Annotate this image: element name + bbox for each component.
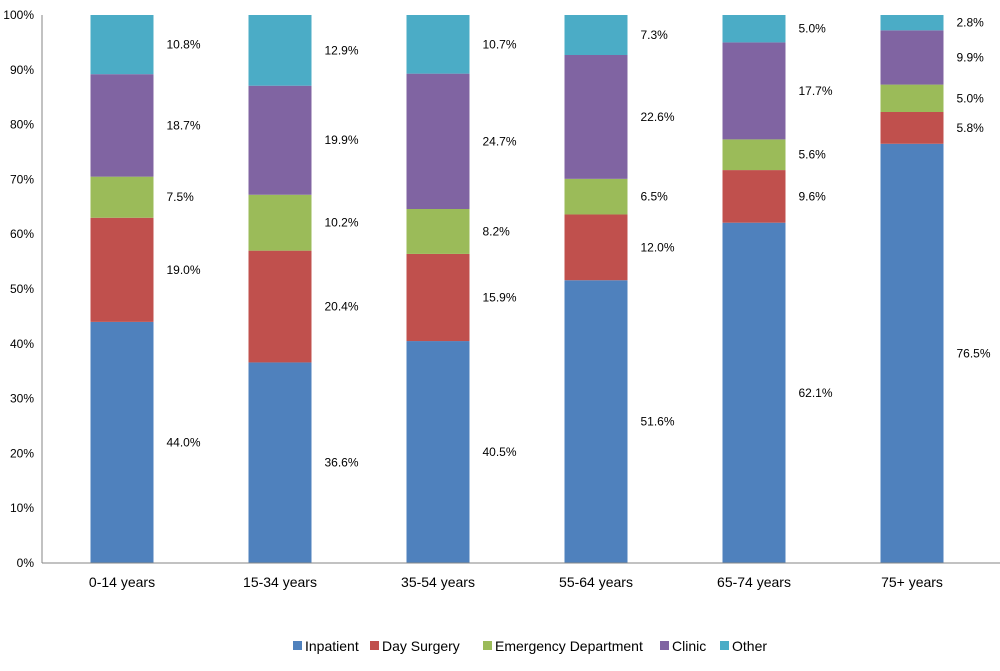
y-tick-label: 0% [17, 556, 35, 570]
data-label: 12.0% [641, 240, 675, 254]
bar-segment-inpatient [248, 362, 312, 563]
bar-segment-clinic [880, 30, 944, 85]
data-label: 40.5% [483, 445, 517, 459]
bar-segment-inpatient [406, 341, 470, 563]
y-tick-label: 70% [10, 172, 34, 186]
bar-segment-day-surgery [722, 170, 786, 223]
data-label: 20.4% [325, 300, 359, 314]
data-label: 51.6% [641, 415, 675, 429]
bar-segment-emergency-department [880, 84, 944, 112]
bar-segment-clinic [406, 73, 470, 209]
data-label: 36.6% [325, 456, 359, 470]
bar-segment-day-surgery [248, 250, 312, 363]
legend-label: Emergency Department [495, 638, 643, 654]
y-tick-label: 60% [10, 227, 34, 241]
data-label: 10.2% [325, 216, 359, 230]
data-label: 9.9% [957, 50, 985, 64]
bar-segment-day-surgery [564, 214, 628, 281]
legend-swatch-inpatient [293, 641, 302, 650]
bar-segment-inpatient [90, 321, 154, 563]
data-label: 7.5% [167, 190, 195, 204]
y-tick-label: 40% [10, 337, 34, 351]
x-category-label: 75+ years [881, 574, 943, 590]
bar-segment-emergency-department [90, 176, 154, 218]
bar-segment-day-surgery [90, 217, 154, 322]
data-label: 62.1% [799, 386, 833, 400]
data-label: 5.0% [799, 22, 827, 36]
y-tick-label: 30% [10, 392, 34, 406]
data-label: 12.9% [325, 43, 359, 57]
bar-segment-clinic [722, 42, 786, 140]
bar-segment-clinic [564, 55, 628, 179]
legend-label: Inpatient [305, 638, 359, 654]
bar-segment-inpatient [722, 222, 786, 563]
data-label: 9.6% [799, 189, 827, 203]
data-label: 76.5% [957, 346, 991, 360]
y-tick-label: 100% [3, 8, 34, 22]
data-label: 6.5% [641, 190, 669, 204]
data-label: 22.6% [641, 110, 675, 124]
data-label: 5.6% [799, 148, 827, 162]
data-label: 19.0% [167, 263, 201, 277]
data-label: 10.8% [167, 38, 201, 52]
legend-swatch-clinic [660, 641, 669, 650]
data-label: 2.8% [957, 16, 985, 30]
bar-segment-emergency-department [248, 194, 312, 251]
bar-segment-other [248, 15, 312, 86]
bar-segment-other [722, 15, 786, 43]
y-tick-label: 80% [10, 118, 34, 132]
data-label: 18.7% [167, 118, 201, 132]
x-category-label: 15-34 years [243, 574, 317, 590]
data-label: 44.0% [167, 435, 201, 449]
data-label: 19.9% [325, 133, 359, 147]
legend-label: Clinic [672, 638, 706, 654]
y-tick-label: 50% [10, 282, 34, 296]
x-category-label: 55-64 years [559, 574, 633, 590]
bar-segment-clinic [248, 85, 312, 195]
data-label: 10.7% [483, 37, 517, 51]
y-tick-label: 10% [10, 501, 34, 515]
bar-segment-emergency-department [564, 178, 628, 215]
legend-label: Day Surgery [382, 638, 460, 654]
bar-segment-emergency-department [722, 139, 786, 171]
legend-label: Other [732, 638, 767, 654]
y-tick-label: 20% [10, 446, 34, 460]
data-label: 7.3% [641, 28, 669, 42]
bar-segment-day-surgery [880, 111, 944, 144]
bar-segment-inpatient [880, 143, 944, 563]
legend-swatch-other [720, 641, 729, 650]
data-label: 8.2% [483, 224, 511, 238]
bar-segment-inpatient [564, 280, 628, 563]
bar-segment-other [406, 15, 470, 74]
bar-segment-emergency-department [406, 208, 470, 254]
y-tick-label: 90% [10, 63, 34, 77]
data-label: 5.8% [957, 121, 985, 135]
x-category-label: 0-14 years [89, 574, 155, 590]
bar-segment-day-surgery [406, 253, 470, 342]
bar-segment-other [90, 15, 154, 75]
bar-segment-other [564, 15, 628, 56]
bar-segment-other [880, 15, 944, 31]
bar-segment-clinic [90, 74, 154, 177]
x-category-label: 65-74 years [717, 574, 791, 590]
legend-swatch-day-surgery [370, 641, 379, 650]
legend-swatch-emergency-department [483, 641, 492, 650]
data-label: 5.0% [957, 91, 985, 105]
x-category-label: 35-54 years [401, 574, 475, 590]
data-label: 17.7% [799, 84, 833, 98]
data-label: 24.7% [483, 134, 517, 148]
data-label: 15.9% [483, 290, 517, 304]
